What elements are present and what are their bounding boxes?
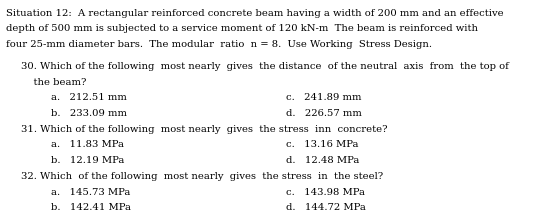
Text: depth of 500 mm is subjected to a service moment of 120 kN‑m  The beam is reinfo: depth of 500 mm is subjected to a servic…	[6, 24, 478, 33]
Text: 30. Which of the following  most nearly  gives  the distance  of the neutral  ax: 30. Which of the following most nearly g…	[21, 62, 508, 71]
Text: four 25‑mm diameter bars.  The modular  ratio  n = 8.  Use Working  Stress Desig: four 25‑mm diameter bars. The modular ra…	[6, 40, 433, 49]
Text: b.   12.19 MPa: b. 12.19 MPa	[51, 156, 125, 165]
Text: a.   212.51 mm: a. 212.51 mm	[51, 93, 127, 102]
Text: 32. Which  of the following  most nearly  gives  the stress  in  the steel?: 32. Which of the following most nearly g…	[21, 172, 383, 181]
Text: Situation 12:  A rectangular reinforced concrete beam having a width of 200 mm a: Situation 12: A rectangular reinforced c…	[6, 9, 504, 18]
Text: c.   13.16 MPa: c. 13.16 MPa	[286, 140, 359, 149]
Text: c.   241.89 mm: c. 241.89 mm	[286, 93, 362, 102]
Text: a.   11.83 MPa: a. 11.83 MPa	[51, 140, 124, 149]
Text: b.   142.41 MPa: b. 142.41 MPa	[51, 203, 131, 212]
Text: a.   145.73 MPa: a. 145.73 MPa	[51, 187, 131, 197]
Text: c.   143.98 MPa: c. 143.98 MPa	[286, 187, 365, 197]
Text: d.   144.72 MPa: d. 144.72 MPa	[286, 203, 366, 212]
Text: d.   226.57 mm: d. 226.57 mm	[286, 109, 362, 118]
Text: the beam?: the beam?	[21, 78, 86, 87]
Text: b.   233.09 mm: b. 233.09 mm	[51, 109, 127, 118]
Text: 31. Which of the following  most nearly  gives  the stress  inn  concrete?: 31. Which of the following most nearly g…	[21, 125, 387, 134]
Text: d.   12.48 MPa: d. 12.48 MPa	[286, 156, 360, 165]
